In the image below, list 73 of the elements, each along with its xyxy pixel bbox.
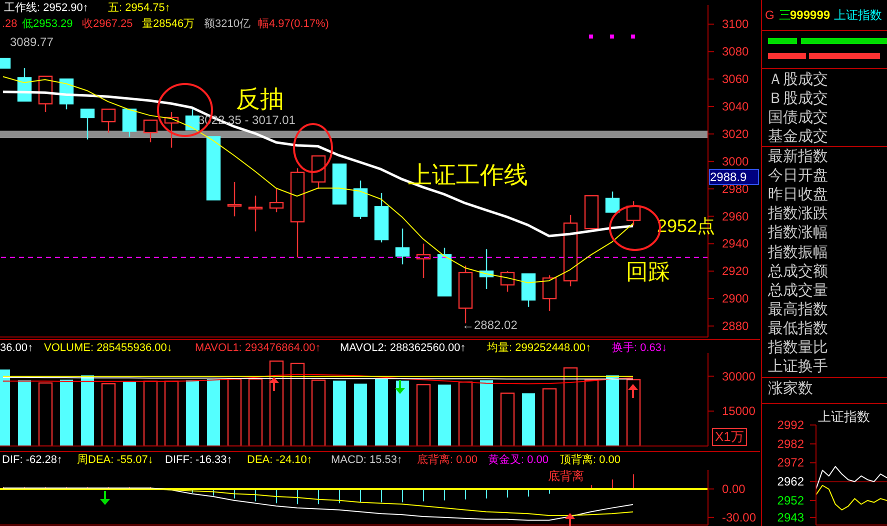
- text: 指数量比: [768, 339, 828, 357]
- text: 涨家数: [768, 380, 813, 398]
- text: 总成交额: [768, 262, 828, 281]
- text: 指数振幅: [768, 244, 828, 262]
- y-tick-label: 2960: [722, 209, 750, 224]
- y-tick-label: 0.00: [722, 482, 746, 496]
- text: 指数涨幅: [768, 224, 828, 242]
- y-tick-label: 2900: [722, 292, 750, 306]
- y-tick-label: 3020: [722, 126, 750, 141]
- y-tick-label: 30000: [722, 369, 756, 384]
- text: MACD: 15.53↑: [331, 454, 403, 468]
- y-tick-label: 3060: [722, 72, 750, 86]
- annotation: 换手: 0.63↓: [612, 342, 668, 356]
- annotation: 收2967.25: [82, 18, 133, 32]
- y-tick-label: 2920: [722, 264, 750, 278]
- text: 黄金叉: 0.00: [488, 454, 549, 468]
- annotation: 反抽: [236, 86, 284, 115]
- annotation: 工作线: 2952.90↑: [4, 2, 88, 16]
- text: X1万: [712, 428, 747, 446]
- annotation: MAVOL2: 288362560.00↑: [340, 342, 466, 356]
- y-tick-label: 15000: [722, 404, 756, 418]
- y-tick-label: 2992: [777, 418, 804, 432]
- y-tick-label: 2972: [777, 456, 804, 470]
- y-tick-label: 2943: [777, 510, 804, 524]
- annotation: MAVOL1: 293476864.00↑: [195, 342, 321, 356]
- text: DIF: -62.28↑: [2, 454, 63, 468]
- text: Ａ股成交: [768, 71, 828, 89]
- text: 基金成交: [768, 128, 828, 146]
- annotation: 36.00↑: [0, 342, 34, 356]
- chart-title: 上证指数: [818, 409, 870, 424]
- text: 昨日收盘: [768, 186, 828, 204]
- y-tick-label: 3000: [722, 154, 750, 168]
- text: 上证换手: [768, 358, 828, 376]
- y-tick-label: 3080: [722, 44, 750, 59]
- annotation: 幅4.97(0.17%): [258, 18, 329, 32]
- text: 三: [779, 8, 791, 22]
- y-tick-label: 3100: [722, 17, 750, 32]
- text: DIFF: -16.33↑: [165, 454, 232, 468]
- annotation: 量28546万: [142, 18, 195, 32]
- annotation: .28: [2, 18, 18, 32]
- y-tick-label: -30.00: [722, 510, 756, 524]
- y-tick-label: 2940: [722, 236, 750, 251]
- annotation: 回踩: [626, 259, 670, 286]
- text: 指数涨跌: [768, 205, 828, 224]
- text: Ｂ股成交: [768, 90, 828, 108]
- text: 底背离: 0.00: [417, 454, 478, 468]
- text: 总成交量: [768, 282, 828, 300]
- annotation: 上证工作线: [408, 162, 528, 191]
- y-tick-label: 2982: [777, 436, 804, 451]
- annotation: ←2882.02: [462, 318, 518, 332]
- text: 最高指数: [768, 300, 828, 319]
- text: 最低指数: [768, 320, 828, 338]
- annotation: VOLUME: 285455936.00↓: [44, 342, 172, 356]
- text: DEA: -24.10↑: [247, 454, 312, 468]
- text: 顶背离: 0.00: [560, 454, 621, 468]
- annotation: 3089.77: [10, 35, 54, 50]
- annotation: 均量: 299252448.00↑: [487, 342, 591, 356]
- text: G: [765, 8, 774, 22]
- text: 2988.9: [709, 169, 759, 186]
- text: 上证指数: [834, 8, 882, 22]
- y-tick-label: 3040: [722, 100, 750, 114]
- annotation: 底背离: [548, 469, 584, 484]
- annotation: 低2953.29: [22, 18, 73, 32]
- y-tick-label: 2880: [722, 319, 750, 334]
- text: 周DEA: -55.07↓: [77, 454, 154, 468]
- text: 最新指数: [768, 148, 828, 166]
- text: 999999: [790, 8, 830, 22]
- y-tick-label: 2952: [777, 493, 804, 508]
- y-tick-label: 2962: [777, 474, 804, 489]
- text: 国债成交: [768, 109, 828, 127]
- text: 今日开盘: [768, 167, 828, 186]
- annotation: 五: 2954.75↑: [108, 2, 170, 16]
- annotation: 额3210亿: [204, 18, 250, 32]
